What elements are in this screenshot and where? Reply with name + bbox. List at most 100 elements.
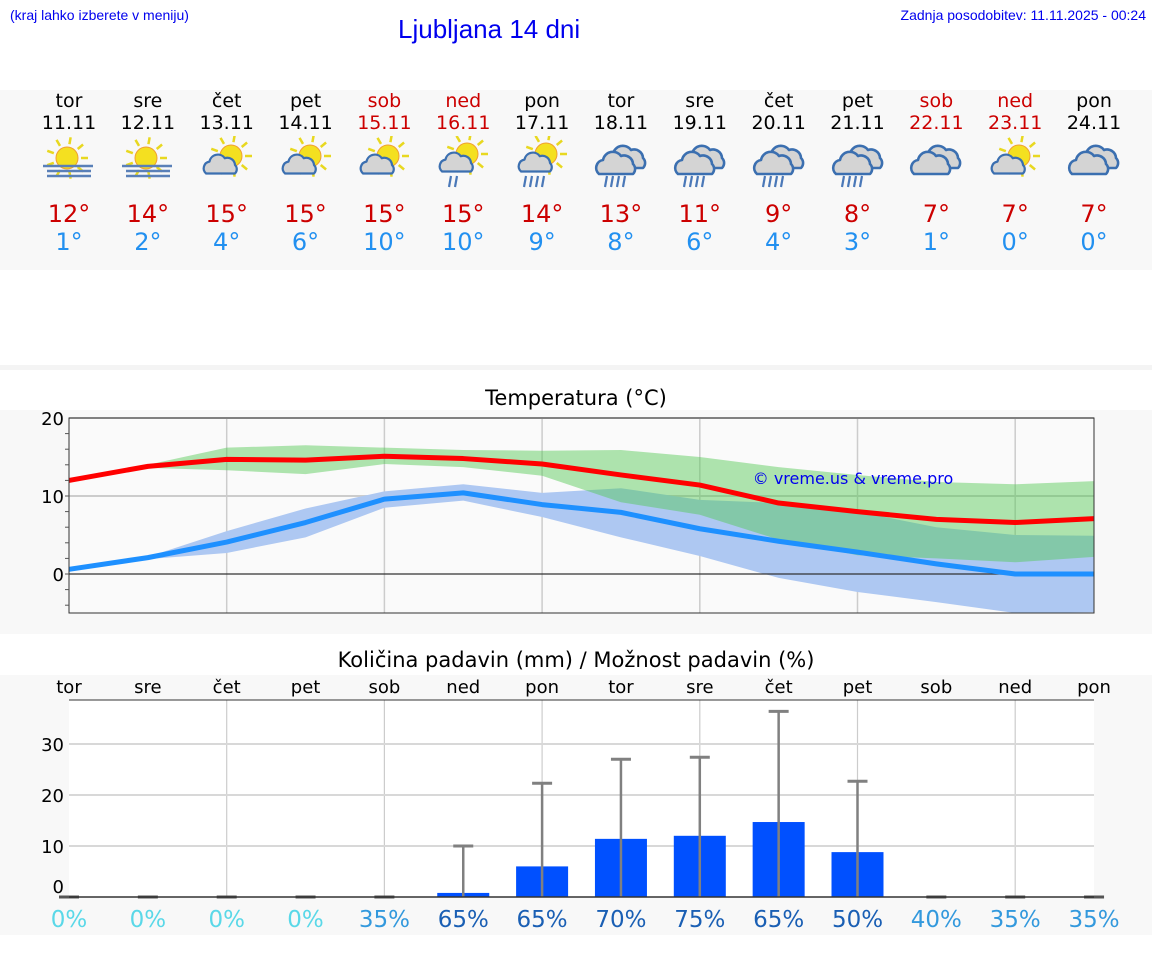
min-temp: 3°	[843, 228, 872, 256]
fog-sun-icon	[109, 136, 187, 198]
precip-probability: 35%	[990, 907, 1041, 933]
day-date: 22.11	[909, 112, 964, 134]
precip-probability: 70%	[595, 907, 646, 933]
precip-probability: 65%	[753, 907, 804, 933]
cloudy-rain-icon	[582, 136, 660, 198]
partly-cloudy-light-rain-icon	[424, 133, 502, 198]
partly-cloudy-rain-icon	[503, 133, 581, 198]
day-name: čet	[211, 90, 242, 112]
max-temp: 7°	[922, 200, 950, 228]
min-temp: 10°	[441, 228, 485, 256]
day-label: sre	[134, 677, 161, 698]
max-temp: 11°	[678, 200, 722, 228]
max-temp: 7°	[1080, 200, 1108, 228]
precip-probability: 35%	[1068, 907, 1119, 933]
cloudy-icon	[897, 136, 975, 198]
day-label: pon	[525, 677, 559, 698]
day-column: sob 15.11 15° 10°	[345, 90, 423, 256]
y-tick-label: 30	[41, 735, 64, 756]
day-label: pet	[843, 677, 873, 698]
precip-probability: 35%	[359, 907, 410, 933]
min-temp: 10°	[363, 228, 406, 256]
day-name: čet	[763, 90, 794, 112]
day-column: pon 17.11 14° 9°	[503, 90, 581, 256]
location-hint: (kraj lahko izberete v meniju)	[10, 7, 189, 23]
max-temp: 14°	[520, 200, 564, 228]
day-label: sre	[686, 677, 713, 698]
day-name: tor	[607, 90, 635, 112]
precip-probability: 0%	[130, 907, 167, 933]
day-date: 11.11	[41, 112, 97, 134]
day-label: čet	[213, 677, 241, 698]
day-label: tor	[608, 677, 634, 698]
day-label: sob	[368, 677, 400, 698]
min-temp: 9°	[528, 228, 556, 256]
day-name: tor	[55, 90, 83, 112]
day-column: čet 13.11 15° 4°	[188, 90, 266, 256]
partly-cloudy-icon	[188, 135, 266, 198]
day-date: 23.11	[987, 112, 1043, 134]
day-name: ned	[997, 90, 1034, 112]
precip-probability: 0%	[287, 907, 324, 933]
day-column: ned 16.11 15° 10°	[424, 90, 502, 256]
max-temp: 15°	[363, 200, 406, 228]
max-temp: 13°	[599, 200, 643, 228]
min-temp: 2°	[134, 228, 162, 256]
cloudy-rain-icon	[661, 136, 739, 198]
plot-area	[69, 700, 1094, 897]
day-date: 20.11	[751, 112, 806, 134]
precip-probability: 0%	[208, 907, 245, 933]
daily-forecast: tor 11.11 12° 1° sre 12.11 14° 2° čet 13.1…	[0, 90, 1152, 270]
max-temp: 7°	[1001, 200, 1029, 228]
day-date: 18.11	[593, 112, 649, 134]
partly-cloudy-icon	[976, 135, 1054, 198]
partly-cloudy-icon	[345, 135, 423, 198]
fog-sun-icon	[30, 136, 108, 198]
precip-probability: 50%	[832, 907, 883, 933]
min-temp-line	[68, 490, 1095, 577]
day-column: pet 14.11 15° 6°	[267, 90, 345, 256]
y-tick-label: 20	[41, 786, 64, 807]
cloudy-rain-icon	[819, 136, 897, 198]
precip-probability: 65%	[517, 907, 568, 933]
min-temp: 8°	[607, 228, 635, 256]
max-temp: 8°	[843, 200, 872, 228]
max-temp: 12°	[47, 200, 91, 228]
day-date: 14.11	[278, 112, 333, 134]
max-temp: 15°	[284, 200, 327, 228]
day-date: 15.11	[357, 112, 412, 134]
min-temp: 1°	[55, 228, 83, 256]
day-column: pet 21.11 8° 3°	[819, 90, 897, 256]
day-date: 16.11	[436, 112, 491, 134]
max-temp: 15°	[205, 200, 248, 228]
min-temp: 4°	[213, 228, 241, 256]
max-temp-line	[68, 453, 1095, 526]
day-label: ned	[446, 677, 480, 698]
day-label: pet	[291, 677, 321, 698]
min-temp: 0°	[1080, 228, 1108, 256]
day-label: sob	[920, 677, 952, 698]
day-date: 19.11	[672, 112, 727, 134]
max-temp: 9°	[765, 200, 793, 228]
day-column: sre 19.11 11° 6°	[661, 90, 739, 256]
min-temp: 4°	[765, 228, 793, 256]
day-column: sob 22.11 7° 1°	[897, 90, 975, 256]
plot-frame	[68, 417, 1095, 614]
day-column: tor 11.11 12° 1°	[30, 90, 108, 256]
min-temp: 0°	[1001, 228, 1029, 256]
day-name: pon	[1076, 90, 1112, 112]
min-temp: 6°	[686, 228, 714, 256]
day-column: ned 23.11 7° 0°	[976, 90, 1054, 256]
divider	[0, 365, 1152, 370]
day-label: tor	[56, 677, 82, 698]
day-date: 13.11	[199, 112, 254, 134]
day-label: čet	[765, 677, 793, 698]
watermark: © vreme.us & vreme.pro	[753, 469, 954, 488]
precipitation-chart: tor sre čet pet sob ned pon tor sre čet pet sob ned p…	[41, 677, 1120, 933]
day-name: pet	[289, 90, 322, 112]
y-tick-label: 20	[41, 409, 64, 430]
max-temp: 14°	[126, 200, 170, 228]
day-column: pon 24.11 7° 0°	[1055, 90, 1133, 256]
cloudy-icon	[1055, 136, 1133, 198]
y-tick-label: 10	[41, 837, 64, 858]
